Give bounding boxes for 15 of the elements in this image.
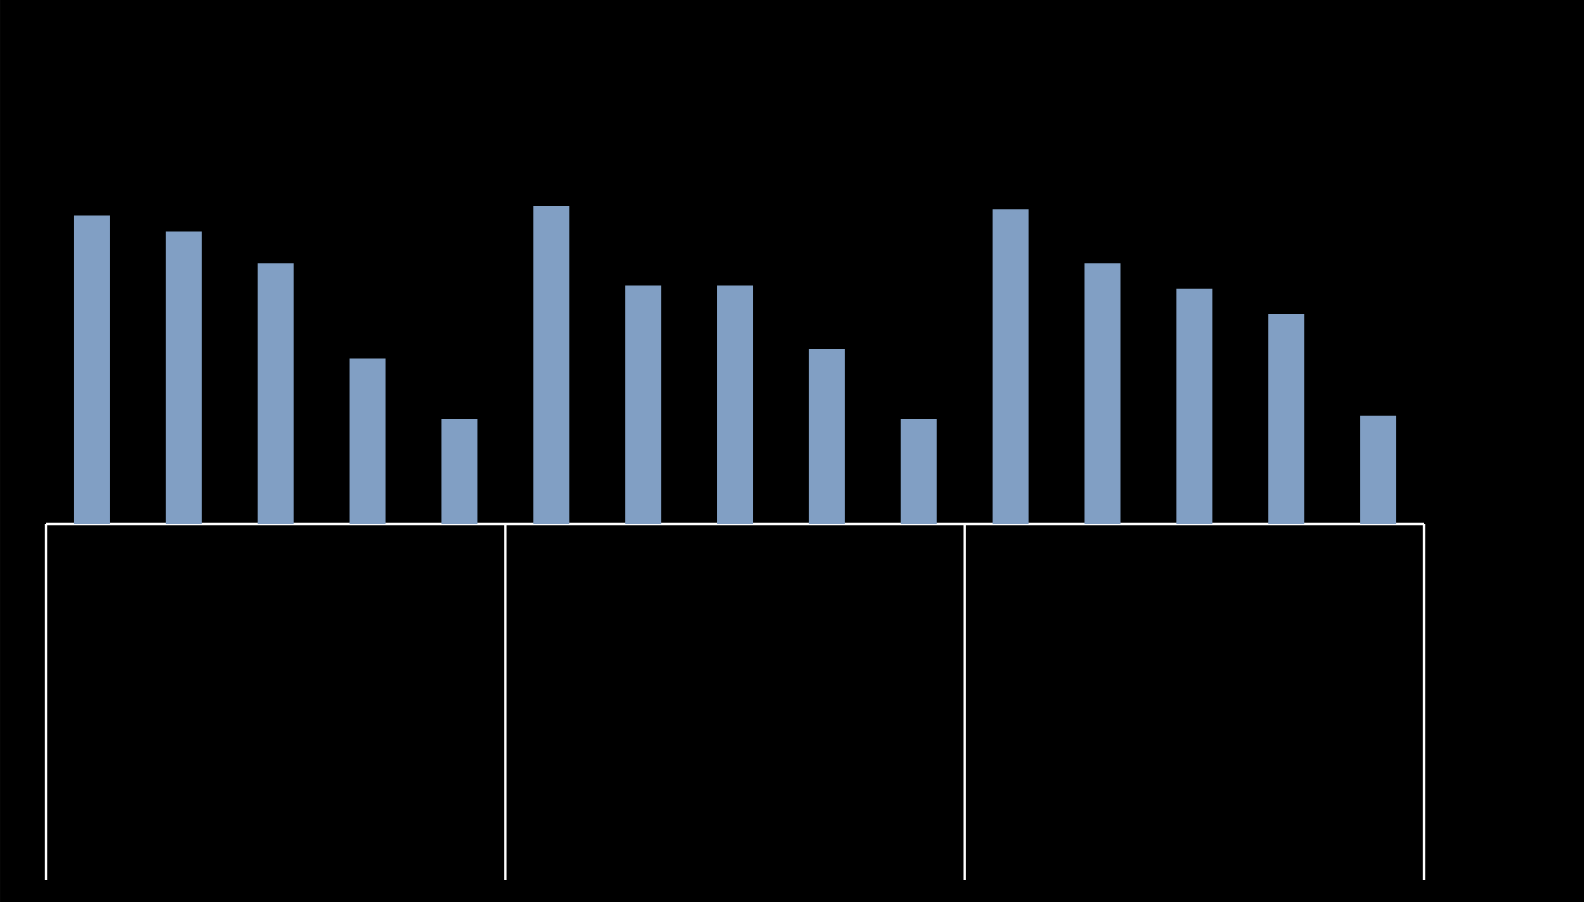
bar xyxy=(992,209,1029,524)
bar xyxy=(625,285,662,524)
bar xyxy=(1084,263,1121,524)
bar xyxy=(257,263,294,524)
bar xyxy=(808,349,845,524)
bar xyxy=(349,358,386,524)
bar xyxy=(165,231,202,524)
bar xyxy=(900,419,937,524)
bar xyxy=(1268,314,1305,524)
bar xyxy=(1176,288,1213,524)
bar xyxy=(717,285,754,524)
bar xyxy=(1360,415,1397,524)
bar xyxy=(533,205,570,524)
bar xyxy=(73,215,110,524)
bar xyxy=(441,419,478,524)
